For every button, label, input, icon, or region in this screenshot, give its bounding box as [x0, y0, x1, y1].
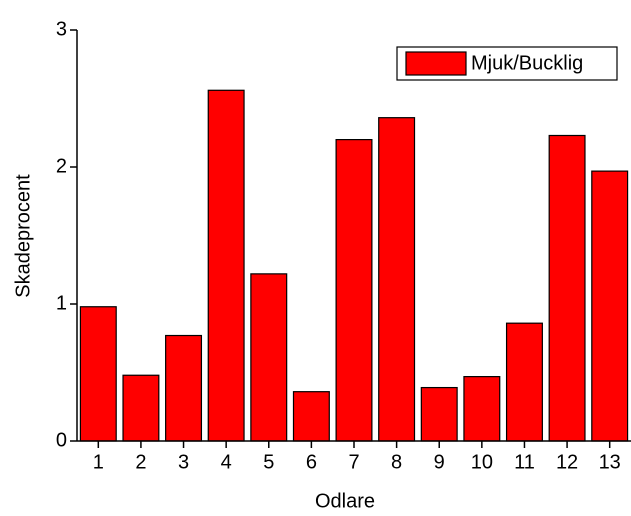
- bar: [548, 134, 586, 442]
- bar: [505, 322, 543, 442]
- x-tick-label: 10: [471, 451, 493, 473]
- bar: [591, 170, 629, 442]
- bar: [292, 391, 330, 442]
- y-tick-label: 2: [56, 155, 67, 177]
- x-tick-label: 4: [221, 451, 232, 473]
- bar: [122, 374, 160, 442]
- x-tick-label: 8: [391, 451, 402, 473]
- legend-swatch: [405, 51, 467, 76]
- x-tick-label: 11: [514, 451, 535, 473]
- y-axis-label: Skadeprocent: [12, 174, 34, 298]
- bar: [207, 89, 245, 442]
- bar: [165, 334, 203, 442]
- legend-label: Mjuk/Bucklig: [471, 52, 583, 74]
- x-tick-label: 12: [556, 451, 578, 473]
- x-tick-label: 1: [93, 451, 104, 473]
- y-tick-label: 3: [56, 18, 67, 40]
- x-tick-label: 5: [263, 451, 274, 473]
- bar: [79, 306, 117, 442]
- x-tick-label: 7: [348, 451, 359, 473]
- x-tick-label: 6: [306, 451, 317, 473]
- x-axis-label: Odlare: [315, 490, 375, 512]
- x-tick-label: 9: [434, 451, 445, 473]
- bar: [250, 273, 288, 442]
- bar: [335, 139, 373, 442]
- x-tick-label: 13: [599, 451, 621, 473]
- x-tick-label: 2: [135, 451, 146, 473]
- bar: [378, 117, 416, 442]
- y-tick-label: 1: [56, 292, 67, 314]
- x-tick-label: 3: [178, 451, 189, 473]
- bar: [463, 376, 501, 442]
- bar: [420, 386, 458, 442]
- y-tick-label: 0: [56, 429, 67, 451]
